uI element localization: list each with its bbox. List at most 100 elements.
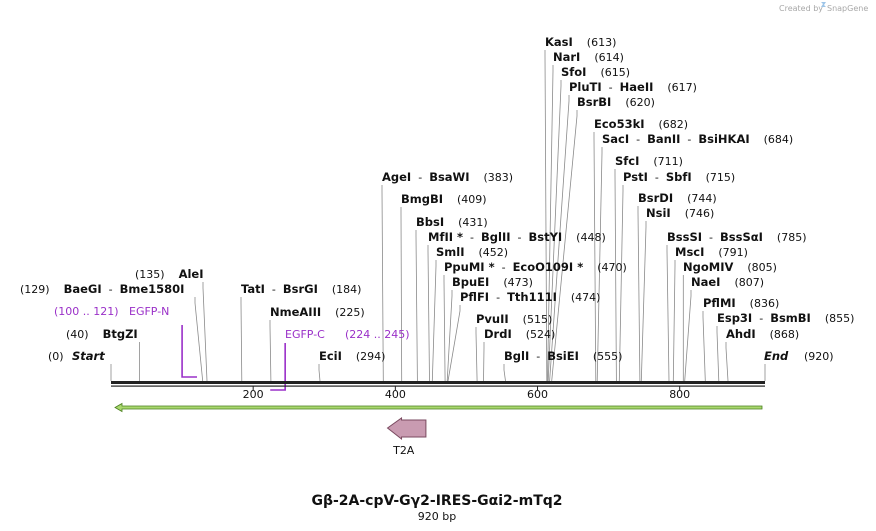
primers: (100 .. 121) EGFP-N EGFP-C (224 .. 245) (54, 305, 410, 391)
site-label-ngomiv: NgoMIV (805) (683, 260, 777, 274)
site-line-msci (672, 260, 676, 382)
site-line-nsii (640, 221, 647, 382)
orf-arrow (114, 402, 763, 413)
site-labels: KasI (613)NarI (614)SfoI (615)PluTI - Ha… (20, 35, 854, 363)
tick-label-400: 400 (385, 388, 406, 401)
sequence-backbone (111, 381, 765, 387)
site-line-bmgbi (400, 207, 403, 382)
primer-range-egfp-c: (224 .. 245) (345, 328, 410, 341)
site-line-drdi (483, 342, 485, 382)
site-line-mfii (427, 245, 430, 382)
site-line-naei (684, 290, 692, 382)
site-label-pflmi: PflMI (836) (703, 296, 779, 310)
site-label-ahdi: AhdI (868) (726, 327, 799, 341)
end-pos-end: (920) (804, 350, 834, 363)
site-label-esp3i: Esp3I - BsmBI (855) (717, 311, 854, 325)
site-line-saci (596, 147, 603, 382)
site-line-bsrbi (551, 110, 578, 382)
tick-label-600: 600 (527, 388, 548, 401)
site-line-smli (431, 260, 437, 382)
site-line-esp3i (716, 326, 720, 382)
feature-label-t2a: T2A (392, 444, 415, 457)
site-line-ecii (318, 364, 321, 382)
site-label-ppumi: PpuMI * - EcoO109I * (470) (444, 260, 627, 274)
site-label-kasi: KasI (613) (545, 35, 616, 49)
site-line-sfoi (547, 80, 562, 382)
site-line-ppumi (443, 275, 446, 382)
site-label-pvuii: PvuII (515) (476, 312, 552, 326)
site-line-psti (618, 185, 624, 382)
site-label-smli: SmlI (452) (436, 245, 508, 259)
site-line-eco53ki (593, 132, 597, 382)
site-line-bsrdi (637, 206, 641, 382)
tick-label-200: 200 (243, 388, 264, 401)
site-label-tati: TatI - BsrGI (184) (241, 282, 361, 296)
site-line-tati (240, 297, 243, 382)
site-lines (139, 50, 729, 382)
construct-length: 920 bp (418, 510, 456, 523)
primer-name-egfp-c: EGFP-C (285, 328, 325, 341)
brand-name: SnapGene (827, 4, 868, 13)
site-label-nmeaiii: NmeAIII (225) (270, 305, 365, 319)
site-line-baegi (194, 297, 204, 382)
site-label-btgzi: (40) BtgZI (66, 327, 138, 341)
site-label-bbsi: BbsI (431) (416, 215, 488, 229)
site-line-agei (381, 185, 384, 382)
construct-title: Gβ-2A-cpV-Gγ2-IRES-Gαi2-mTq2 (311, 493, 562, 509)
site-label-baegi: (129) BaeGI - Bme1580I (20, 282, 184, 296)
site-label-bmgbi: BmgBI (409) (401, 192, 487, 206)
primer-egfp-c (270, 343, 286, 391)
site-label-sfoi: SfoI (615) (561, 65, 630, 79)
site-label-ecii: EciI (294) (319, 349, 385, 363)
site-label-bsrdi: BsrDI (744) (638, 191, 717, 205)
features: T2A (386, 417, 427, 457)
site-line-alei (202, 282, 208, 382)
site-line-pluti (549, 95, 570, 382)
site-label-bgli: BglI - BsiEI (555) (504, 349, 622, 363)
site-label-pflfi: PflFI - Tth111I (474) (460, 290, 600, 304)
primer-egfp-n (181, 325, 198, 378)
end-pos-start: (0) (48, 350, 64, 363)
site-label-bsrbi: BsrBI (620) (577, 95, 655, 109)
site-line-pvuii (475, 327, 478, 382)
orf-reverse-arrow (114, 402, 763, 413)
site-label-nari: NarI (614) (553, 50, 624, 64)
site-line-kasi (544, 50, 548, 382)
site-label-drdi: DrdI (524) (484, 327, 555, 341)
site-label-sfci: SfcI (711) (615, 154, 683, 168)
site-line-bgli (503, 364, 506, 382)
snapgene-brand: Created by SnapGene (779, 2, 868, 13)
primer-range-egfp-n: (100 .. 121) (54, 305, 119, 318)
site-line-nari (547, 65, 554, 382)
site-line-pflfi (447, 305, 461, 382)
site-label-bpuei: BpuEI (473) (452, 275, 533, 289)
site-label-alei: (135) AleI (135, 267, 204, 281)
site-line-bsssi (666, 245, 670, 382)
site-label-naei: NaeI (807) (691, 275, 764, 289)
site-label-nsii: NsiI (746) (646, 206, 714, 220)
site-label-msci: MscI (791) (675, 245, 748, 259)
end-label-end: End (764, 349, 789, 363)
site-line-ahdi (725, 342, 729, 382)
end-label-start: Start (72, 349, 105, 363)
site-label-pluti: PluTI - HaeII (617) (569, 80, 697, 94)
site-line-sfci (614, 169, 617, 382)
site-label-agei: AgeI - BsaWI (383) (382, 170, 513, 184)
site-label-mfii: MfII * - BglII - BstYI (448) (428, 230, 606, 244)
site-label-bsssi: BssSI - BssSαI (785) (667, 230, 807, 244)
primer-name-egfp-n: EGFP-N (129, 305, 169, 318)
site-line-pflmi (702, 311, 706, 382)
site-label-saci: SacI - BanII - BsiHKAI (684) (602, 132, 793, 146)
site-line-nmeaiii (269, 320, 272, 382)
brand-created-by: Created by (779, 4, 823, 13)
tick-label-800: 800 (669, 388, 690, 401)
site-line-bbsi (415, 230, 418, 382)
backbone-top-strand (111, 381, 765, 384)
site-line-bpuei (446, 290, 453, 382)
snapgene-logo-icon (821, 2, 826, 7)
ruler-ticks: 200 400 600 800 (243, 386, 690, 401)
feature-t2a (386, 417, 427, 441)
site-label-psti: PstI - SbfI (715) (623, 170, 735, 184)
site-label-eco53ki: Eco53kI (682) (594, 117, 688, 131)
